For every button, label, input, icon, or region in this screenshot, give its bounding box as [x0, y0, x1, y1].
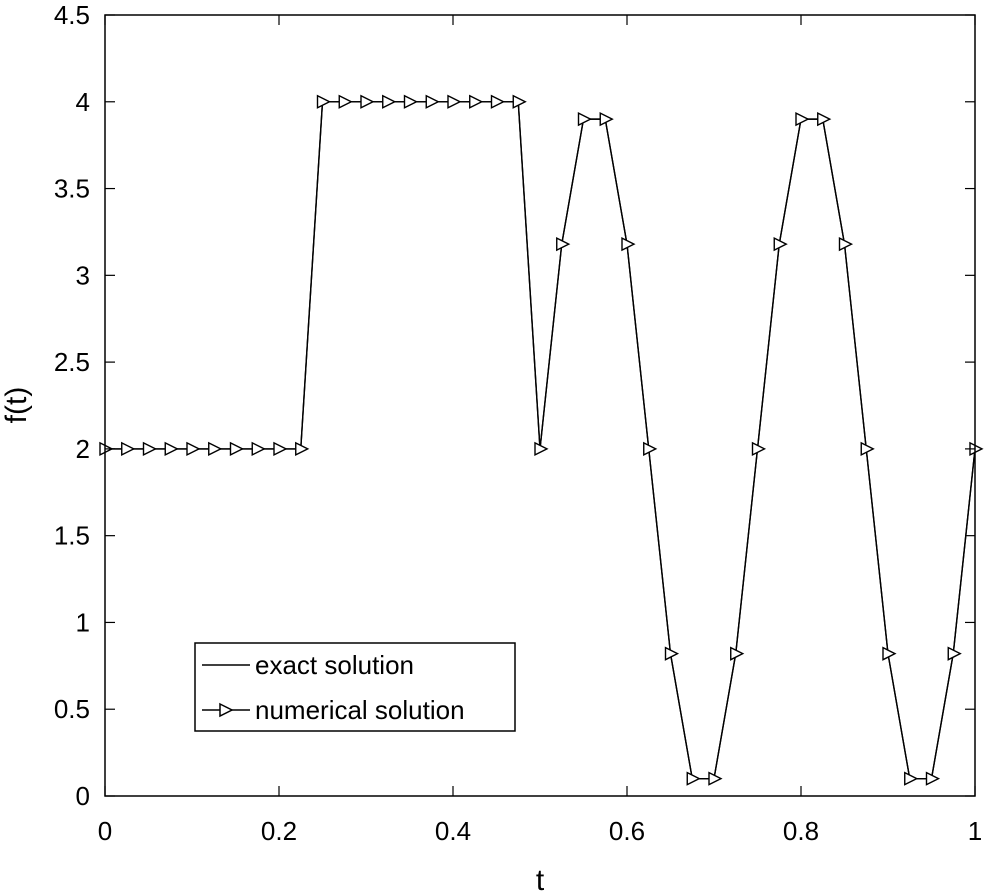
data-point-marker	[490, 94, 506, 109]
data-point-marker	[860, 441, 875, 457]
data-point-marker	[664, 646, 680, 661]
data-point-marker	[273, 441, 288, 457]
y-tick-label: 4.5	[54, 0, 90, 30]
data-point-marker	[447, 94, 462, 109]
data-point-marker	[295, 441, 310, 457]
data-point-marker	[425, 94, 440, 109]
data-point-marker	[121, 441, 136, 457]
y-tick-label: 2.5	[54, 347, 90, 377]
legend-label-exact: exact solution	[255, 650, 414, 680]
x-tick-label: 0.8	[783, 816, 819, 846]
data-point-marker	[469, 94, 484, 109]
data-point-marker	[643, 441, 658, 457]
data-point-marker	[599, 112, 614, 127]
data-point-marker	[817, 112, 832, 127]
data-point-marker	[621, 236, 636, 252]
data-point-marker	[208, 441, 223, 457]
legend-box	[194, 642, 516, 732]
data-point-marker	[838, 236, 854, 252]
y-tick-label: 2	[76, 434, 90, 464]
data-point-marker	[338, 94, 353, 109]
y-tick-label: 3	[76, 260, 90, 290]
y-axis-label: f(t)	[0, 387, 33, 424]
data-point-marker	[534, 441, 549, 457]
data-point-marker	[186, 441, 201, 457]
x-tick-label: 0.4	[435, 816, 471, 846]
x-tick-label: 0.2	[261, 816, 297, 846]
data-point-marker	[882, 646, 897, 661]
data-point-marker	[382, 94, 397, 109]
data-point-marker	[947, 646, 962, 661]
data-point-marker	[164, 441, 179, 457]
legend-label-numerical: numerical solution	[255, 695, 465, 725]
data-point-marker	[577, 112, 593, 127]
x-tick-label: 0.6	[609, 816, 645, 846]
data-point-marker	[142, 441, 158, 457]
data-point-marker	[795, 112, 810, 127]
plot-frame	[104, 14, 976, 797]
data-point-marker	[708, 771, 723, 786]
data-point-marker	[773, 236, 788, 252]
data-point-marker	[730, 646, 745, 661]
y-tick-label: 1	[76, 607, 90, 637]
data-point-marker	[925, 771, 941, 786]
data-point-marker	[229, 441, 245, 457]
data-point-marker	[360, 94, 375, 109]
data-point-marker	[316, 94, 332, 109]
y-tick-label: 3.5	[54, 174, 90, 204]
y-tick-label: 4	[76, 87, 90, 117]
data-point-marker	[251, 441, 266, 457]
y-tick-label: 1.5	[54, 521, 90, 551]
data-point-marker	[556, 236, 571, 252]
y-tick-label: 0.5	[54, 694, 90, 724]
legend-marker-numerical	[219, 702, 234, 718]
legend: exact solution numerical solution	[194, 642, 516, 732]
data-point-marker	[904, 771, 919, 786]
y-tick-label: 0	[76, 781, 90, 811]
data-point-marker	[751, 441, 767, 457]
x-tick-label: 0	[98, 816, 112, 846]
data-point-marker	[512, 94, 527, 109]
x-axis-label: t	[536, 864, 545, 894]
data-point-marker	[403, 94, 419, 109]
data-point-marker	[686, 771, 701, 786]
x-tick-label: 1	[968, 816, 982, 846]
